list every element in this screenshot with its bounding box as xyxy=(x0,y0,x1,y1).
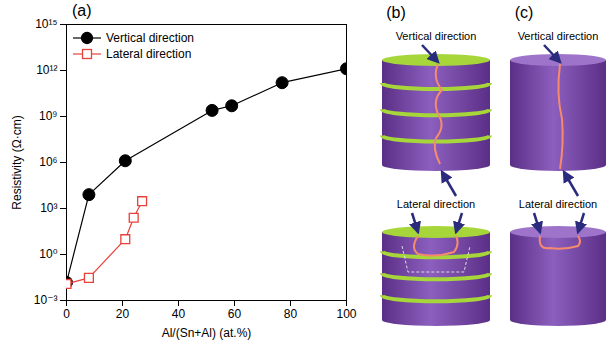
svg-text:10⁻³: 10⁻³ xyxy=(34,293,58,307)
svg-text:(b): (b) xyxy=(386,4,406,21)
html-text:Lateral direction: Lateral direction xyxy=(106,47,192,61)
svg-text:0: 0 xyxy=(63,307,70,321)
svg-text:10⁰: 10⁰ xyxy=(39,247,57,261)
svg-text:Lateral direction: Lateral direction xyxy=(397,198,475,210)
svg-text:Al/(Sn+Al) (at.%): Al/(Sn+Al) (at.%) xyxy=(162,326,252,340)
svg-text:100: 100 xyxy=(336,307,356,321)
svg-text:10¹⁵: 10¹⁵ xyxy=(35,17,57,31)
svg-text:Vertical direction: Vertical direction xyxy=(518,30,599,42)
svg-text:60: 60 xyxy=(228,307,242,321)
svg-text:10⁹: 10⁹ xyxy=(39,109,58,123)
html-text:(a): (a) xyxy=(72,2,92,19)
svg-text:20: 20 xyxy=(116,307,130,321)
svg-text:Lateral direction: Lateral direction xyxy=(519,198,597,210)
svg-text:(c): (c) xyxy=(515,4,534,21)
svg-text:10⁶: 10⁶ xyxy=(39,155,57,169)
svg-text:Vertical direction: Vertical direction xyxy=(396,30,477,42)
svg-text:40: 40 xyxy=(172,307,186,321)
svg-text:Resistivity (Ω·cm): Resistivity (Ω·cm) xyxy=(10,115,24,209)
svg-text:80: 80 xyxy=(284,307,298,321)
svg-text:10³: 10³ xyxy=(40,201,57,215)
svg-text:10¹²: 10¹² xyxy=(36,63,57,77)
html-text:Vertical direction: Vertical direction xyxy=(106,31,194,45)
